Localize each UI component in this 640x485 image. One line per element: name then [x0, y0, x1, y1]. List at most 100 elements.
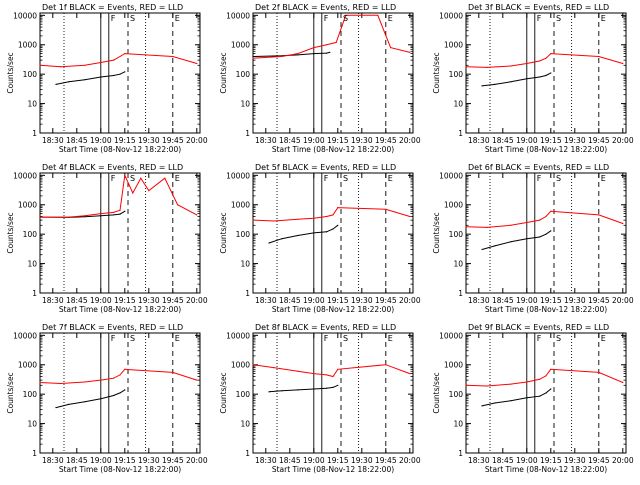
data-point-events: [545, 392, 547, 394]
y-tick-label: 1: [32, 449, 37, 458]
data-point-lld: [337, 368, 339, 370]
plot-frame: [465, 332, 627, 454]
data-point-lld: [545, 215, 547, 218]
y-tick-label: 100: [449, 70, 464, 79]
x-tick-label: 19:45: [162, 136, 184, 145]
data-point-lld: [39, 216, 41, 218]
panel-det-4: Det 4f BLACK = Events, RED = LLD 1 10 100 10…: [6, 163, 208, 314]
data-point-lld: [172, 55, 174, 58]
marker-f: F: [537, 14, 542, 23]
y-tick-label: 1: [245, 289, 250, 298]
marker-e: E: [601, 334, 606, 343]
data-point-lld: [409, 51, 411, 53]
data-point-events: [313, 53, 315, 55]
data-point-lld: [119, 209, 121, 211]
y-tick-label: 1000: [18, 201, 37, 210]
x-tick-label: 18:45: [66, 296, 88, 305]
data-point-lld: [252, 57, 254, 59]
x-tick-label: 19:30: [564, 296, 586, 305]
data-point-lld: [385, 364, 387, 366]
x-tick-label: 19:45: [162, 296, 184, 305]
data-point-lld: [252, 219, 254, 221]
x-tick-label: 18:30: [42, 456, 64, 465]
x-tick-label: 20:00: [399, 456, 421, 465]
x-axis-label: Start Time (08-Nov-12 18:22:00): [59, 465, 181, 474]
data-point-lld: [84, 381, 86, 383]
y-tick-label: 1: [458, 129, 463, 138]
x-tick-label: 18:45: [279, 296, 301, 305]
data-point-lld: [622, 62, 624, 65]
data-point-events: [100, 398, 102, 400]
data-point-events: [332, 228, 334, 230]
x-axis-label: Start Time (08-Nov-12 18:22:00): [485, 465, 607, 474]
data-point-lld: [465, 66, 467, 68]
data-point-events: [510, 81, 512, 83]
data-point-events: [281, 390, 283, 392]
x-axis-label: Start Time (08-Nov-12 18:22:00): [272, 305, 394, 314]
data-point-events: [252, 55, 254, 58]
panel-det-2: Det 2f BLACK = Events, RED = LLD 1 10 100 10…: [219, 3, 421, 154]
plot-frame: [252, 12, 414, 134]
y-tick-label: 1000: [231, 361, 250, 370]
panel-det-5: Det 5f BLACK = Events, RED = LLD 1 10 100 10…: [219, 163, 421, 314]
data-point-lld: [622, 222, 624, 225]
y-axis-label: Counts/sec: [219, 372, 228, 413]
data-point-lld: [539, 219, 541, 221]
data-point-lld: [409, 215, 411, 218]
data-point-lld: [297, 218, 299, 220]
x-tick-label: 19:45: [375, 456, 397, 465]
data-point-events: [550, 230, 552, 232]
panel-title: Det 7f BLACK = Events, RED = LLD: [42, 323, 183, 332]
data-point-lld: [84, 64, 86, 66]
y-tick-label: 10000: [226, 331, 250, 340]
series-line-events: [55, 71, 126, 85]
y-tick-label: 10: [27, 260, 37, 269]
plot-frame: [39, 172, 201, 294]
y-tick-label: 10000: [226, 171, 250, 180]
data-point-events: [481, 405, 483, 407]
data-point-lld: [124, 174, 126, 176]
y-tick-label: 100: [23, 390, 38, 399]
data-point-lld: [345, 14, 347, 16]
data-point-events: [337, 224, 339, 226]
data-point-events: [539, 236, 541, 238]
y-axis-label: Counts/sec: [6, 212, 15, 253]
series-line-lld: [39, 368, 197, 385]
data-point-lld: [113, 59, 115, 61]
y-tick-label: 100: [449, 390, 464, 399]
data-point-lld: [332, 214, 334, 216]
panel-det-8: Det 8f BLACK = Events, RED = LLD 1 10 100 10…: [219, 323, 421, 474]
panel-det-1: Det 1f BLACK = Events, RED = LLD 1 10 100 10…: [6, 3, 208, 154]
x-tick-label: 18:30: [468, 296, 490, 305]
y-tick-label: 10: [240, 260, 250, 269]
data-point-lld: [598, 371, 600, 373]
marker-e: E: [601, 174, 606, 183]
plot-frame: [39, 12, 201, 134]
series-line-events: [268, 224, 339, 244]
data-point-lld: [377, 14, 379, 16]
marker-e: E: [175, 334, 180, 343]
panel-title: Det 6f BLACK = Events, RED = LLD: [468, 163, 609, 172]
marker-s: S: [343, 14, 348, 23]
data-point-lld: [332, 375, 334, 378]
y-tick-label: 10: [453, 100, 463, 109]
data-point-events: [329, 51, 331, 53]
marker-s: S: [130, 334, 135, 343]
data-point-events: [550, 388, 552, 390]
panel-det-9: Det 9f BLACK = Events, RED = LLD 1 10 100 10…: [432, 323, 634, 474]
data-point-events: [297, 54, 299, 56]
marker-f: F: [111, 14, 116, 23]
data-point-lld: [622, 381, 624, 384]
data-point-lld: [252, 364, 254, 366]
data-point-lld: [486, 66, 488, 68]
data-point-events: [526, 397, 528, 399]
x-tick-label: 19:30: [351, 136, 373, 145]
data-point-lld: [539, 60, 541, 62]
data-point-lld: [273, 366, 275, 369]
marker-s: S: [556, 14, 561, 23]
y-tick-label: 10000: [439, 11, 463, 20]
x-tick-label: 19:15: [540, 136, 562, 145]
data-point-lld: [124, 368, 126, 370]
x-tick-label: 18:45: [492, 456, 514, 465]
panel-title: Det 9f BLACK = Events, RED = LLD: [468, 323, 609, 332]
